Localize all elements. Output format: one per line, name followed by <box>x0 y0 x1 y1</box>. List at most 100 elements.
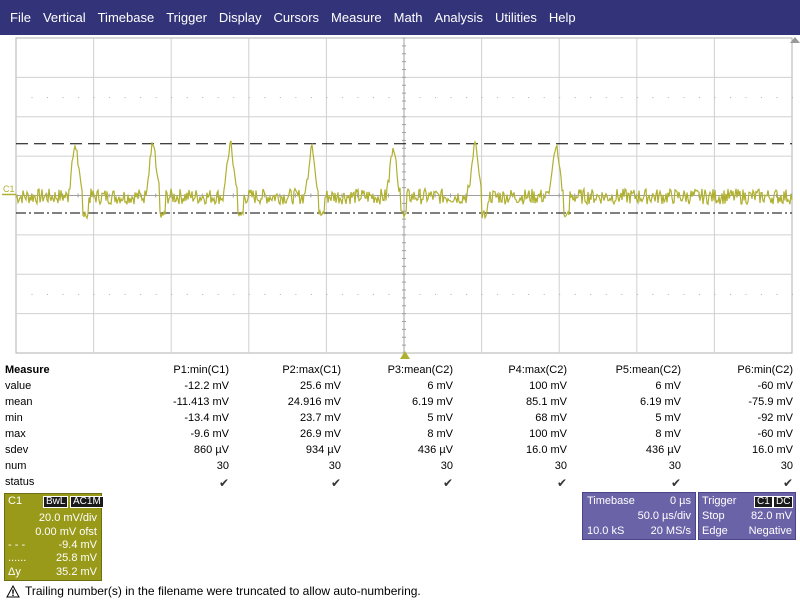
cell: -60 mV <box>757 428 793 440</box>
grid-dot <box>792 97 793 99</box>
status-bar: Trailing number(s) in the filename were … <box>0 582 800 600</box>
menu-file[interactable]: File <box>10 10 31 25</box>
grid-dot <box>233 293 235 295</box>
grid-dot <box>62 293 64 295</box>
cell: 100 mV <box>529 380 567 392</box>
grid-dot <box>155 97 157 99</box>
timebase-box[interactable]: Timebase 0 µs 50.0 µs/div 10.0 kS 20 MS/… <box>582 492 696 540</box>
grid-dot <box>466 97 468 99</box>
grid-dot <box>481 97 483 99</box>
menu-trigger[interactable]: Trigger <box>166 10 207 25</box>
menu-analysis[interactable]: Analysis <box>434 10 483 25</box>
measure-col-p2[interactable]: P2:max(C1) <box>282 364 341 376</box>
row-label: max <box>5 428 26 440</box>
grid-dot <box>326 293 328 295</box>
grid-dot <box>450 293 452 295</box>
grid-dot <box>248 293 250 295</box>
grid-dot <box>605 293 607 295</box>
grid-dot <box>171 97 173 99</box>
status-check-icon: ✔ <box>782 476 793 490</box>
grid-dot <box>233 97 235 99</box>
trigger-level-marker[interactable] <box>790 37 800 43</box>
measure-col-p3[interactable]: P3:mean(C2) <box>387 364 453 376</box>
grid-dot <box>295 293 297 295</box>
cell: -60 mV <box>757 380 793 392</box>
menu-cursors[interactable]: Cursors <box>273 10 320 25</box>
cell: -9.6 mV <box>190 428 229 440</box>
grid-dot <box>264 293 266 295</box>
cell: 6 mV <box>655 380 681 392</box>
grid-dot <box>279 293 281 295</box>
grid-dot <box>202 293 204 295</box>
menu-math[interactable]: Math <box>393 10 423 25</box>
measure-row-sdev: sdev 860 µV 934 µV 436 µV 16.0 mV 436 µV… <box>0 443 800 459</box>
trigger-position-marker[interactable] <box>400 351 410 359</box>
grid-dot <box>497 97 499 99</box>
grid-dot <box>171 293 173 295</box>
grid-dot <box>78 293 80 295</box>
cell: 30 <box>554 460 567 472</box>
c1-vdiv: 20.0 mV/div <box>38 512 97 524</box>
menu-timebase[interactable]: Timebase <box>97 10 155 25</box>
grid-dot <box>295 97 297 99</box>
menu-vertical[interactable]: Vertical <box>42 10 86 25</box>
row-label: value <box>5 380 32 392</box>
cell: 25.6 mV <box>300 380 341 392</box>
grid-dot <box>528 293 530 295</box>
status-check-icon: ✔ <box>330 476 341 490</box>
grid-dot <box>776 293 778 295</box>
grid-dot <box>574 97 576 99</box>
cell: 934 µV <box>305 444 341 456</box>
grid-dot <box>760 293 762 295</box>
grid-dot <box>652 293 654 295</box>
measure-col-p1[interactable]: P1:min(C1) <box>173 364 229 376</box>
row-label: status <box>5 476 35 488</box>
cell: 30 <box>216 460 229 472</box>
menu-help[interactable]: Help <box>548 10 576 25</box>
measure-col-p6[interactable]: P6:min(C2) <box>737 364 793 376</box>
measure-row-mean: mean -11.413 mV 24.916 mV 6.19 mV 85.1 m… <box>0 395 800 411</box>
timebase-title: Timebase <box>587 495 635 507</box>
trigger-source-tag: C1 <box>754 496 773 508</box>
grid-dot <box>357 97 359 99</box>
cell: 30 <box>668 460 681 472</box>
grid-lines <box>15 37 793 354</box>
cell: -13.4 mV <box>184 412 229 424</box>
grid-dot <box>729 97 731 99</box>
grid-dot <box>792 293 793 295</box>
grid-dot <box>186 293 188 295</box>
waveform-grid[interactable]: C1 <box>0 35 800 360</box>
grid-dot <box>140 97 142 99</box>
measure-table: Measure P1:min(C1) P2:max(C1) P3:mean(C2… <box>0 363 800 493</box>
timebase-samples: 10.0 kS <box>587 525 625 537</box>
grid-dot <box>202 97 204 99</box>
trigger-title: Trigger <box>702 495 737 507</box>
cell: 8 mV <box>655 428 681 440</box>
grid-dot <box>186 97 188 99</box>
measure-col-p5[interactable]: P5:mean(C2) <box>615 364 681 376</box>
grid-dot <box>310 293 312 295</box>
measure-col-p4[interactable]: P4:max(C2) <box>508 364 567 376</box>
grid-dot <box>683 97 685 99</box>
menu-utilities[interactable]: Utilities <box>494 10 537 25</box>
cell: 16.0 mV <box>526 444 567 456</box>
grid-dot <box>698 97 700 99</box>
cell: 23.7 mV <box>300 412 341 424</box>
scope-display[interactable]: C1 <box>0 35 800 360</box>
grid-dot <box>31 293 33 295</box>
c1-trace <box>15 140 793 220</box>
c1-descriptor-box[interactable]: C1 BwL AC1M 20.0 mV/div 0.00 mV ofst - -… <box>4 493 104 581</box>
menu-display[interactable]: Display <box>218 10 262 25</box>
menu-measure[interactable]: Measure <box>331 10 382 25</box>
grid-dot <box>404 97 405 99</box>
trigger-box[interactable]: Trigger C1 DC Stop 82.0 mV Edge Negative <box>698 492 796 540</box>
grid-dot <box>78 97 80 99</box>
trigger-slope: Negative <box>748 525 792 537</box>
coupling-tag: AC1M <box>70 496 104 508</box>
cell: -11.413 mV <box>172 396 229 408</box>
trigger-mode: Stop <box>702 510 725 522</box>
grid-dot <box>745 293 747 295</box>
grid-dot <box>512 97 514 99</box>
grid-dot <box>62 97 64 99</box>
row-label: min <box>5 412 23 424</box>
